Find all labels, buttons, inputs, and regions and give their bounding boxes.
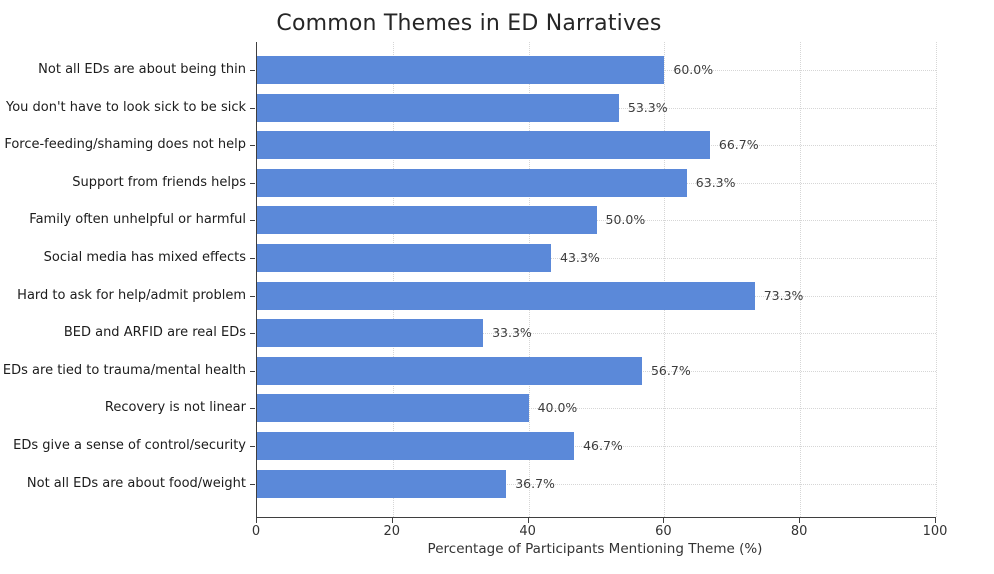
bar-value-label: 43.3% bbox=[560, 250, 600, 265]
x-tick-label: 60 bbox=[655, 524, 672, 539]
category-label: Not all EDs are about being thin bbox=[38, 62, 246, 77]
bar-value-label: 73.3% bbox=[763, 287, 804, 303]
category-label: BED and ARFID are real EDs bbox=[63, 325, 246, 341]
x-axis-label: Percentage of Participants Mentioning Th… bbox=[427, 541, 763, 557]
bar-value-label: 46.7% bbox=[583, 438, 623, 453]
category-label: Force-feeding/shaming does not help bbox=[4, 137, 246, 153]
category-label: EDs give a sense of control/security bbox=[13, 438, 246, 453]
x-tick-label: 80 bbox=[790, 524, 808, 539]
y-tick-mark bbox=[250, 295, 255, 297]
category-label: Social media has mixed effects bbox=[43, 250, 246, 265]
y-gridline bbox=[257, 483, 936, 485]
y-gridline bbox=[257, 258, 936, 259]
x-gridline bbox=[664, 42, 666, 517]
y-tick-mark bbox=[250, 408, 255, 410]
category-label: Support from friends helps bbox=[72, 174, 246, 190]
category-label: Family often unhelpful or harmful bbox=[29, 212, 246, 228]
x-gridline bbox=[392, 42, 394, 517]
y-gridline bbox=[257, 446, 936, 447]
x-tick-mark bbox=[391, 518, 393, 523]
bar bbox=[257, 93, 619, 122]
bar bbox=[257, 206, 597, 235]
y-tick-mark bbox=[250, 483, 255, 485]
bar bbox=[257, 168, 687, 197]
bar bbox=[257, 394, 529, 423]
x-gridline bbox=[936, 42, 937, 517]
bar bbox=[257, 131, 710, 160]
bar-value-label: 40.0% bbox=[537, 400, 578, 416]
category-label: Hard to ask for help/admit problem bbox=[17, 287, 246, 303]
y-tick-mark bbox=[250, 220, 255, 222]
x-tick-mark bbox=[799, 518, 801, 523]
bar-value-label: 53.3% bbox=[627, 99, 668, 115]
bar-value-label: 33.3% bbox=[492, 325, 532, 341]
x-gridline bbox=[800, 42, 802, 517]
bar-value-label: 63.3% bbox=[695, 174, 736, 190]
x-tick-label: 40 bbox=[519, 524, 536, 539]
bar bbox=[257, 56, 665, 84]
x-gridline bbox=[528, 42, 530, 517]
bar-value-label: 66.7% bbox=[718, 137, 759, 153]
bar-value-label: 50.0% bbox=[605, 212, 646, 228]
x-tick-mark bbox=[256, 518, 257, 523]
y-tick-mark bbox=[250, 182, 255, 184]
category-label: EDs are tied to trauma/mental health bbox=[2, 362, 246, 378]
plot-area: 60.0% 53.3% 66.7% 63.3% 50.0% 43.3% 73.3% 33.3%… bbox=[256, 42, 937, 518]
bar bbox=[257, 356, 642, 385]
x-tick-mark bbox=[663, 518, 665, 523]
y-tick-mark bbox=[250, 107, 255, 109]
x-tick-label: 20 bbox=[383, 524, 401, 539]
category-label: You don't have to look sick to be sick bbox=[6, 99, 246, 115]
bar-value-label: 36.7% bbox=[515, 475, 555, 491]
y-tick-mark bbox=[250, 258, 255, 259]
bar bbox=[257, 244, 551, 272]
bar bbox=[257, 432, 575, 460]
x-tick-mark bbox=[527, 518, 529, 523]
category-label: Recovery is not linear bbox=[104, 400, 246, 416]
y-tick-mark bbox=[250, 70, 255, 71]
bar-value-label: 60.0% bbox=[673, 62, 714, 77]
y-gridline bbox=[257, 408, 936, 410]
category-label: Not all EDs are about food/weight bbox=[26, 475, 246, 491]
bar bbox=[257, 281, 755, 310]
y-tick-mark bbox=[250, 370, 255, 372]
bar bbox=[257, 319, 484, 348]
x-tick-label: 100 bbox=[922, 524, 948, 539]
y-gridline bbox=[257, 333, 936, 335]
chart-title: Common Themes in ED Narratives bbox=[276, 11, 662, 36]
y-tick-mark bbox=[250, 145, 255, 147]
x-tick-mark bbox=[935, 518, 936, 523]
y-gridline bbox=[257, 220, 936, 222]
y-tick-mark bbox=[250, 446, 255, 447]
y-tick-mark bbox=[250, 333, 255, 335]
bar bbox=[257, 469, 507, 498]
bar-value-label: 56.7% bbox=[650, 362, 691, 378]
x-tick-label: 0 bbox=[251, 524, 261, 539]
